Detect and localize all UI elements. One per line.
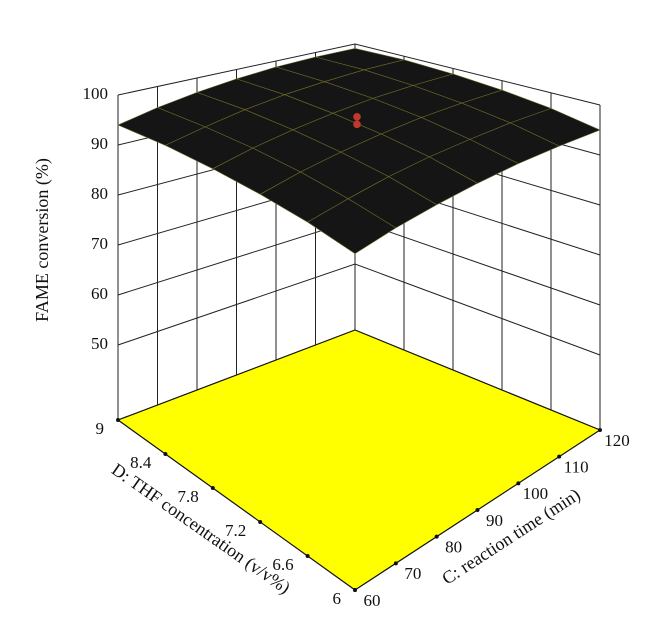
floor — [116, 329, 602, 591]
z-tick-label: 80 — [91, 184, 108, 203]
surface-cell — [307, 198, 397, 254]
design-point — [353, 120, 361, 129]
tick-mark — [116, 418, 120, 422]
tick-mark — [163, 452, 168, 456]
design-point — [353, 112, 361, 121]
tick-mark — [557, 454, 562, 459]
z-tick-label: 70 — [91, 234, 108, 253]
tick-mark — [475, 508, 480, 512]
c-tick-label: 100 — [523, 484, 549, 503]
c-tick-label: 90 — [486, 511, 503, 530]
c-tick-label: 120 — [604, 431, 630, 450]
d-tick-label: 6 — [333, 589, 342, 608]
c-tick-label: 80 — [445, 538, 462, 557]
z-axis-title: FAME conversion (%) — [32, 158, 53, 322]
tick-mark — [393, 561, 398, 566]
c-tick-label: 70 — [404, 564, 421, 583]
d-tick-label: 7.2 — [225, 521, 246, 540]
tick-mark — [305, 554, 310, 558]
z-tick-label: 50 — [91, 334, 108, 353]
c-tick-label: 60 — [364, 591, 381, 610]
d-tick-label: 8.4 — [130, 453, 152, 472]
d-tick-label: 7.8 — [178, 487, 199, 506]
d-tick-label: 6.6 — [272, 555, 293, 574]
c-tick-label: 110 — [564, 458, 589, 477]
tick-mark — [353, 588, 357, 592]
z-tick-label: 60 — [91, 284, 108, 303]
d-tick-label: 9 — [96, 419, 105, 438]
z-tick-label: 100 — [83, 84, 109, 103]
z-tick-label: 90 — [91, 134, 108, 153]
tick-mark — [258, 520, 263, 524]
tick-mark — [516, 481, 521, 486]
tick-mark — [434, 534, 439, 539]
tick-mark — [210, 486, 215, 490]
